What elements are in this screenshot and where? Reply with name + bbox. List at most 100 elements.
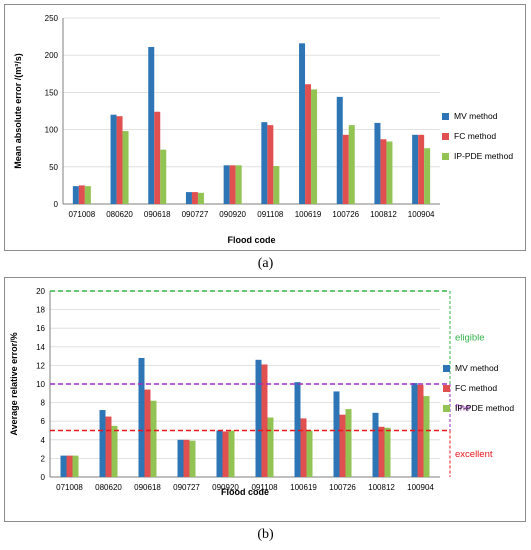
bar-mv-method-090727 <box>185 192 192 204</box>
band-fine-label: fine <box>455 402 470 413</box>
y-tick-label: 0 <box>54 200 59 209</box>
y-tick-label: 12 <box>36 361 45 370</box>
bar-mv-method-100812 <box>374 122 381 204</box>
y-tick-label: 14 <box>36 343 45 352</box>
legend-item: MV method <box>443 358 514 378</box>
legend-b: MV method FC method IP-PDE method <box>443 358 514 418</box>
legend-label: IP-PDE method <box>455 403 515 413</box>
bar-ip-pde-method-090920 <box>235 165 242 204</box>
bar-fc-method-071008 <box>78 185 85 204</box>
bar-ip-pde-method-100726 <box>345 409 352 477</box>
x-tick-label: 090727 <box>182 210 209 219</box>
bar-mv-method-091108 <box>261 122 268 204</box>
bar-ip-pde-method-100619 <box>306 430 313 477</box>
legend-swatch <box>443 404 450 412</box>
legend-swatch <box>442 112 449 120</box>
x-tick-label: 090618 <box>134 483 161 492</box>
bar-mv-method-100726 <box>336 96 343 204</box>
x-tick-label: 100812 <box>370 210 397 219</box>
bar-fc-method-090727 <box>183 439 190 477</box>
y-tick-label: 8 <box>41 399 46 408</box>
legend-item: FC method <box>443 378 514 398</box>
legend-item: IP-PDE method <box>442 146 513 166</box>
bar-fc-method-091108 <box>261 364 268 477</box>
subfigure-label-a: (a) <box>257 256 274 271</box>
x-tick-label: 080620 <box>95 483 122 492</box>
bar-ip-pde-method-071008 <box>84 186 91 204</box>
x-tick-label: 100904 <box>407 483 434 492</box>
y-tick-label: 150 <box>45 88 59 97</box>
bar-fc-method-100812 <box>380 139 387 204</box>
y-tick-label: 100 <box>45 126 59 135</box>
y-axis-title: Mean absolute error /(m³/s) <box>13 53 23 169</box>
bar-mv-method-071008 <box>72 186 79 204</box>
bar-mv-method-100726 <box>333 391 340 477</box>
legend-item: MV method <box>442 106 513 126</box>
legend-swatch <box>443 364 450 372</box>
bar-mv-method-080620 <box>110 114 117 204</box>
legend-swatch <box>442 152 449 160</box>
bar-fc-method-080620 <box>105 416 112 477</box>
bar-chart-b: 0 2 4 6 8 10 12 14 16 18 20 071008 080620 090618 09072… <box>9 287 493 497</box>
y-tick-label: 50 <box>49 163 58 172</box>
bar-mv-method-090920 <box>223 165 230 204</box>
x-tick-label: 100619 <box>295 210 322 219</box>
bar-ip-pde-method-091108 <box>273 166 280 204</box>
legend-label: IP-PDE method <box>454 151 514 161</box>
legend-swatch <box>443 384 450 392</box>
bar-fc-method-090618 <box>154 111 161 204</box>
y-tick-label: 20 <box>36 287 45 296</box>
bar-mv-method-090618 <box>148 47 155 205</box>
bar-chart-a: 0 50 100 150 200 250 071008 080620 090618 090727 0… <box>13 14 440 245</box>
subfigure-label-b: (b) <box>257 527 274 542</box>
bar-mv-method-090727 <box>177 439 184 477</box>
y-tick-label: 16 <box>36 324 45 333</box>
legend-label: MV method <box>455 363 499 373</box>
band-excellent-label: excellent <box>455 449 493 460</box>
x-axis-title: Flood code <box>228 235 276 245</box>
bar-ip-pde-method-100619 <box>311 89 318 204</box>
bar-ip-pde-method-071008 <box>72 455 79 477</box>
bar-ip-pde-method-100812 <box>384 427 391 477</box>
x-tick-label: 071008 <box>56 483 83 492</box>
x-tick-label: 090920 <box>212 483 239 492</box>
y-tick-label: 18 <box>36 306 45 315</box>
bar-mv-method-090618 <box>138 357 145 477</box>
bar-fc-method-090920 <box>222 431 229 477</box>
bar-ip-pde-method-090618 <box>160 149 167 204</box>
x-tick-label: 071008 <box>68 210 95 219</box>
legend-label: FC method <box>455 383 498 393</box>
y-tick-label: 2 <box>41 454 46 463</box>
bar-mv-method-091108 <box>255 359 262 477</box>
x-tick-label: 100726 <box>332 210 359 219</box>
x-tick-label: 090618 <box>144 210 171 219</box>
x-tick-label: 100726 <box>329 483 356 492</box>
x-tick-label: 100904 <box>408 210 435 219</box>
bar-ip-pde-method-100904 <box>424 148 431 204</box>
bar-mv-method-100619 <box>294 382 301 477</box>
y-tick-label: 10 <box>36 380 45 389</box>
bar-fc-method-090727 <box>191 192 198 204</box>
x-tick-label: 100619 <box>290 483 317 492</box>
bar-fc-method-071008 <box>66 455 73 477</box>
x-axis-title: Flood code <box>221 487 269 497</box>
bar-fc-method-100619 <box>300 418 307 477</box>
bar-mv-method-100904 <box>412 134 419 204</box>
y-tick-label: 250 <box>45 14 59 23</box>
bar-mv-method-100619 <box>299 43 306 204</box>
legend-label: MV method <box>454 111 498 121</box>
y-tick-label: 4 <box>41 436 46 445</box>
chart-panel-b: 0 2 4 6 8 10 12 14 16 18 20 071008 080620 090618 09072… <box>4 277 526 522</box>
bar-fc-method-080620 <box>116 116 123 204</box>
bar-ip-pde-method-100812 <box>386 141 393 204</box>
bar-fc-method-100726 <box>339 414 346 477</box>
bar-mv-method-071008 <box>60 455 67 477</box>
x-tick-label: 090920 <box>219 210 246 219</box>
bar-fc-method-100726 <box>342 134 349 204</box>
bar-fc-method-090618 <box>144 389 151 477</box>
bar-ip-pde-method-090727 <box>197 192 204 204</box>
y-tick-label: 0 <box>41 473 46 482</box>
bar-ip-pde-method-091108 <box>267 417 274 477</box>
bar-fc-method-100812 <box>378 426 385 477</box>
bar-ip-pde-method-100726 <box>348 125 355 204</box>
